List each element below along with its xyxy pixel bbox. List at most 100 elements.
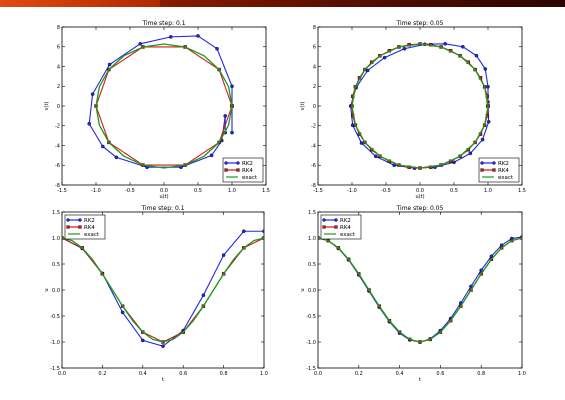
y-tick-label: 0.5 (52, 262, 60, 268)
legend-label-exact: exact (84, 232, 100, 238)
data-point-rk2 (479, 268, 484, 273)
x-tick-label: 0.8 (477, 371, 485, 377)
data-point-rk2 (461, 44, 465, 49)
y-tick-label: 6 (313, 45, 316, 51)
x-tick-label: 1.0 (484, 188, 492, 194)
data-point-rk2 (230, 130, 234, 135)
y-axis-label: v(t) (300, 102, 306, 111)
y-tick-label: -1.5 (50, 366, 60, 372)
y-tick-label: 0.0 (308, 288, 316, 294)
plot-area (62, 229, 264, 348)
y-tick-label: -4 (55, 143, 60, 149)
legend-label-rk2: RK2 (498, 161, 509, 167)
data-point-rk2 (140, 338, 145, 343)
legend-label-rk4: RK4 (340, 225, 351, 231)
y-tick-label: -8 (55, 183, 60, 189)
x-tick-label: 0.4 (396, 371, 404, 377)
x-tick-label: 0.2 (98, 371, 106, 377)
data-point-rk2 (359, 141, 364, 145)
legend-marker (78, 218, 82, 222)
data-point-rk2 (215, 46, 219, 51)
data-point-rk2 (241, 229, 246, 234)
y-tick-label: 1.5 (52, 210, 60, 216)
data-point-rk2 (90, 92, 95, 96)
legend-label-rk2: RK2 (84, 218, 95, 224)
legend-label-rk4: RK4 (84, 225, 95, 231)
legend-label-rk2: RK2 (340, 218, 351, 224)
legend-marker (224, 168, 228, 172)
y-tick-label: -6 (311, 163, 316, 169)
chart-title: Time step: 0.05 (396, 205, 444, 212)
data-point-rk2 (101, 144, 105, 149)
y-tick-label: 1.0 (52, 236, 60, 242)
chart-title: Time step: 0.05 (396, 20, 444, 27)
series-line-exact (318, 237, 522, 343)
y-tick-label: 6 (57, 45, 60, 51)
slide-top-bar-accent (0, 0, 160, 7)
legend-marker (480, 168, 484, 172)
x-tick-label: -1.5 (313, 188, 323, 194)
y-tick-label: 0 (313, 104, 316, 110)
y-tick-label: 2 (313, 84, 316, 90)
legend-marker (334, 225, 338, 229)
y-tick-label: -1.0 (306, 340, 316, 346)
data-point-rk2 (483, 67, 488, 71)
x-tick-label: 1.5 (518, 188, 526, 194)
legend-marker (322, 218, 326, 222)
legend-marker (236, 161, 240, 165)
x-tick-label: -0.5 (125, 188, 135, 194)
data-point-rk2 (443, 41, 447, 46)
y-tick-label: -0.5 (306, 314, 316, 320)
plot-area (318, 235, 522, 344)
series-line-exact (62, 237, 264, 343)
x-tick-label: 0.8 (220, 371, 228, 377)
data-point-rk2 (120, 310, 125, 315)
data-point-rk2 (209, 153, 214, 158)
data-point-rk2 (221, 253, 226, 257)
subplot-2: -1.5 -1.0 -0.5 0.0 0.5 1.0 1.5 -8 -6 -4 -2 0 2 4 6 8 Tim… (300, 20, 526, 200)
y-tick-label: -2 (311, 124, 316, 130)
x-tick-label: -1.0 (91, 188, 101, 194)
x-tick-label: 0.6 (436, 371, 444, 377)
data-point-rk2 (486, 120, 491, 124)
y-tick-label: -8 (311, 183, 316, 189)
x-axis-label: t (419, 377, 421, 383)
data-point-rk2 (382, 55, 387, 60)
x-tick-label: 0.5 (450, 188, 458, 194)
y-tick-label: -0.5 (50, 314, 60, 320)
data-point-rk2 (468, 151, 473, 156)
y-tick-label: 4 (313, 64, 316, 70)
data-point-rk2 (196, 34, 200, 38)
y-tick-label: 0.0 (52, 288, 60, 294)
data-point-rk2 (402, 46, 407, 51)
x-tick-label: 1.0 (228, 188, 236, 194)
slide-top-bar (0, 0, 565, 7)
y-tick-label: -6 (55, 163, 60, 169)
plot-area (348, 41, 491, 171)
y-tick-label: -1.5 (306, 366, 316, 372)
legend-label-rk4: RK4 (498, 168, 509, 174)
x-axis-label: u(t) (159, 194, 168, 200)
y-axis-label: u (300, 288, 306, 291)
subplot-4: 0.0 0.2 0.4 0.6 0.8 1.0 -1.5 -1.0 -0.5 0.0 0.5 1.0 1… (300, 205, 526, 383)
data-point-rk2 (223, 114, 227, 118)
chart-title: Time step: 0.1 (141, 20, 185, 27)
data-point-rk2 (230, 84, 234, 89)
y-tick-label: 4 (57, 64, 60, 70)
chart-title: Time step: 0.1 (140, 205, 184, 212)
data-point-rk2 (87, 121, 91, 126)
subplot-3: 0.0 0.2 0.4 0.6 0.8 1.0 -1.5 -1.0 -0.5 0.0 0.5 1.0 1… (44, 205, 268, 383)
plot-area (87, 34, 234, 170)
y-axis-label: u (44, 288, 50, 291)
y-tick-label: 8 (313, 25, 316, 31)
x-tick-label: 0.4 (139, 371, 147, 377)
legend-marker (492, 161, 496, 165)
subplot-1: -1.5 -1.0 -0.5 0.0 0.5 1.0 1.5 -8 -6 -4 -2 0 2 4 6 8 Tim… (44, 20, 270, 200)
legend-label-exact: exact (340, 232, 356, 238)
x-tick-label: -0.5 (381, 188, 391, 194)
